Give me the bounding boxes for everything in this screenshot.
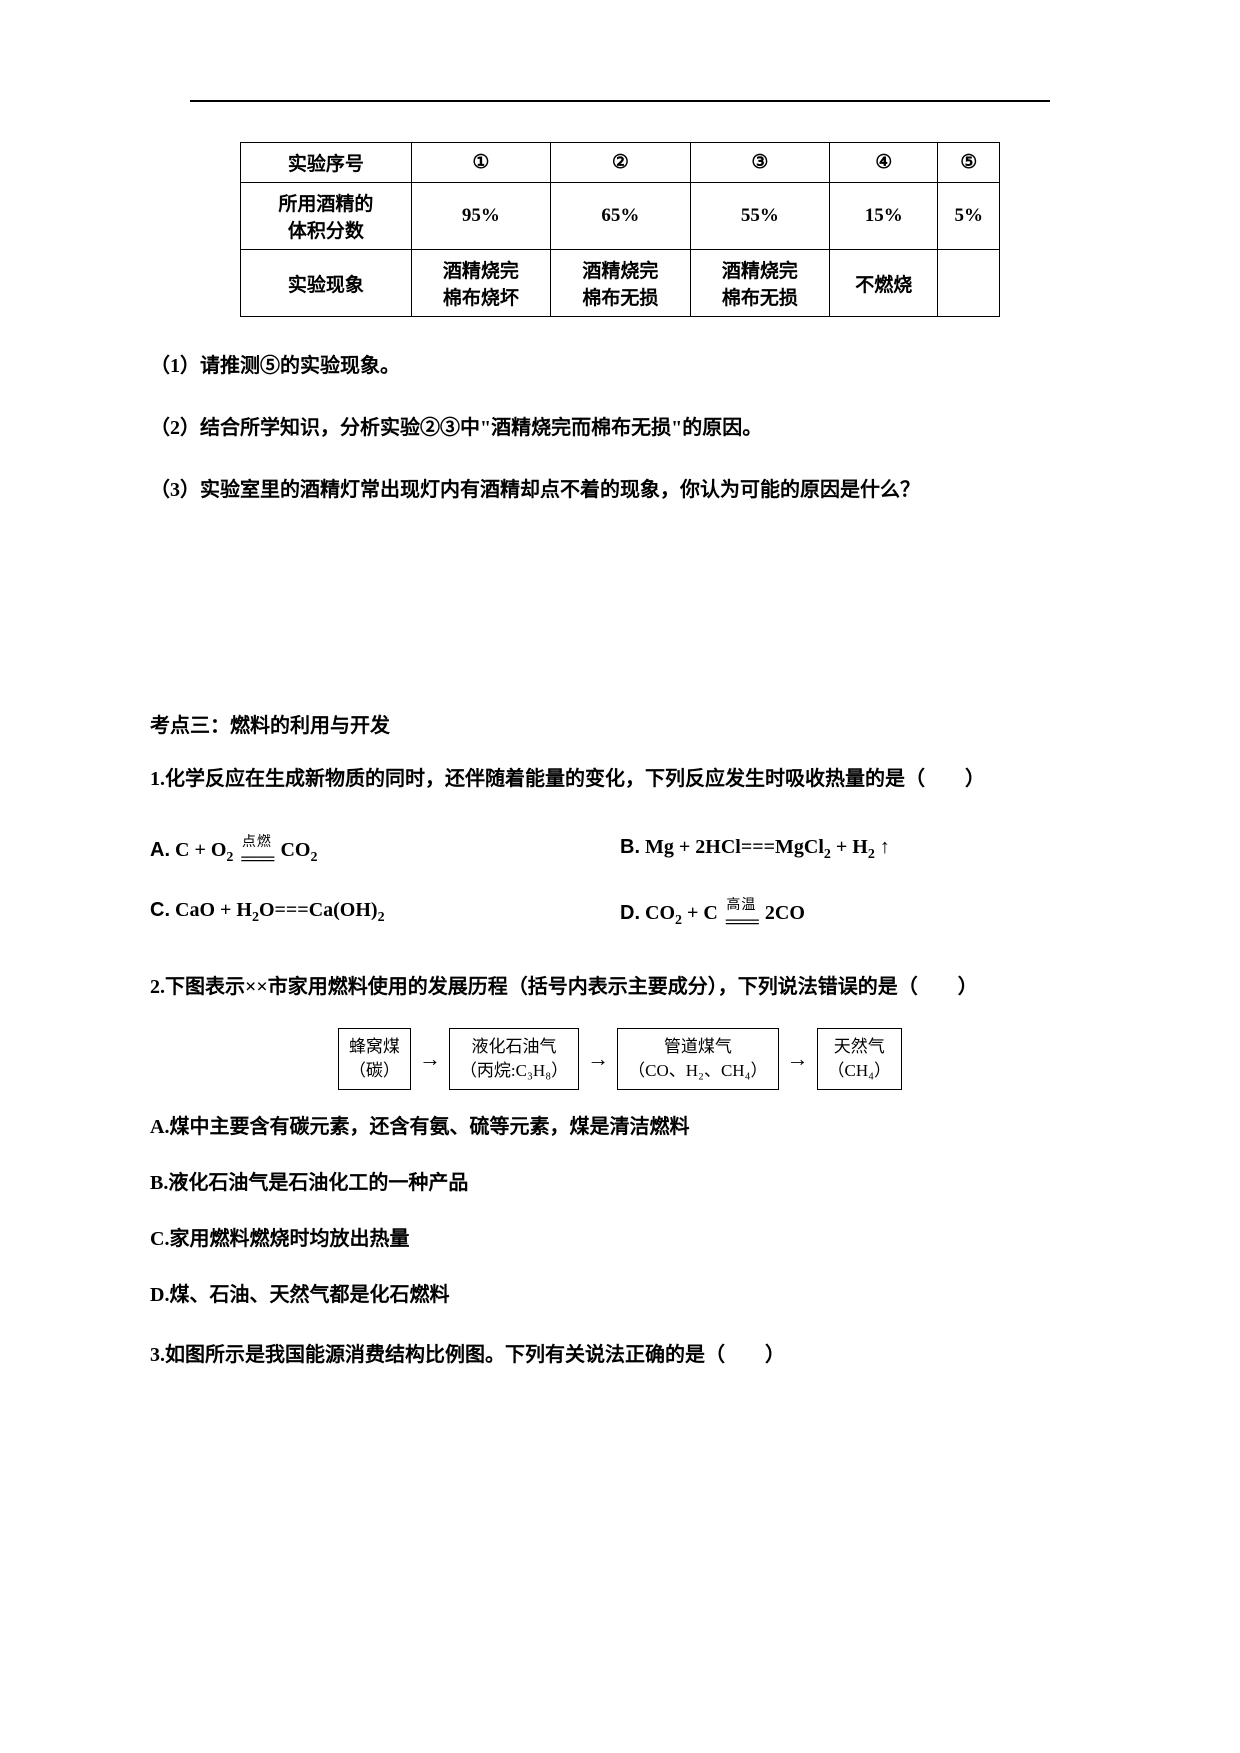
mc1-b-sub2: 2: [868, 847, 875, 862]
row2-c3: 酒精烧完 棉布无损: [690, 250, 829, 317]
mc2-stem-text: 2.下图表示××市家用燃料使用的发展历程（括号内表示主要成分），下列说法错误的是…: [150, 976, 978, 998]
mc1-b-sub: 2: [824, 847, 831, 862]
mc2-option-d: D.煤、石油、天然气都是化石燃料: [150, 1276, 1090, 1314]
q2-text: （2）结合所学知识，分析实验②③中"酒精烧完而棉布无损"的原因。: [150, 417, 762, 439]
flow-box-4: 天然气 （CH₄）: [817, 1028, 903, 1090]
th-1: ①: [411, 143, 550, 183]
flow-box-1: 蜂窝煤 （碳）: [338, 1028, 411, 1090]
table-header-row: 实验序号 ① ② ③ ④ ⑤: [241, 143, 1000, 183]
row1-c5: 5%: [938, 183, 1000, 250]
mc1-d-condition: 高温====: [725, 899, 758, 930]
mc1-d-mid: + C: [682, 902, 718, 924]
flow3-l2: （CO、H₂、CH₄）: [628, 1061, 767, 1080]
mc1-d-rhs: 2CO: [765, 902, 805, 924]
section-3-title-text: 考点三：燃料的利用与开发: [150, 715, 390, 737]
mc1-stem-text: 1.化学反应在生成新物质的同时，还伴随着能量的变化，下列反应发生时吸收热量的是（…: [150, 768, 985, 790]
mc1-d-sub1: 2: [675, 913, 682, 928]
q1-text: （1）请推测⑤的实验现象。: [150, 355, 400, 377]
th-0: 实验序号: [241, 143, 412, 183]
row2-c5: [938, 250, 1000, 317]
fuel-flowchart: 蜂窝煤 （碳） → 液化石油气 （丙烷:C₃H₈） → 管道煤气 （CO、H₂、…: [150, 1028, 1090, 1090]
sub-question-1: （1）请推测⑤的实验现象。: [150, 347, 1090, 385]
mc1-c-label: C.: [150, 899, 170, 921]
mc1-a-rhs: CO: [280, 839, 310, 861]
mc1-option-b: B. Mg + 2HCl===MgCl2 + H2 ↑: [620, 836, 1090, 867]
row2-c4: 不燃烧: [830, 250, 938, 317]
mc1-option-d: D. CO2 + C 高温==== 2CO: [620, 899, 1090, 930]
page-top-rule: [190, 100, 1050, 102]
mc2-b-text: B.液化石油气是石油化工的一种产品: [150, 1172, 468, 1194]
mc-question-1: 1.化学反应在生成新物质的同时，还伴随着能量的变化，下列反应发生时吸收热量的是（…: [150, 760, 1090, 798]
flow2-l1: 液化石油气: [472, 1037, 557, 1056]
row1-c3: 55%: [690, 183, 829, 250]
mc1-a-condition: 点燃====: [240, 836, 273, 867]
mc2-a-text: A.煤中主要含有碳元素，还含有氨、硫等元素，煤是清洁燃料: [150, 1116, 689, 1138]
row1-c2: 65%: [551, 183, 690, 250]
sub-question-3: （3）实验室里的酒精灯常出现灯内有酒精却点不着的现象，你认为可能的原因是什么？: [150, 471, 1090, 509]
table-row: 实验现象 酒精烧完 棉布烧坏 酒精烧完 棉布无损 酒精烧完 棉布无损 不燃烧: [241, 250, 1000, 317]
flow-arrow-icon: →: [587, 1046, 609, 1072]
mc1-c-sub2: 2: [378, 910, 385, 925]
mc1-option-c: C. CaO + H2O===Ca(OH)2: [150, 899, 620, 930]
row2-c1: 酒精烧完 棉布烧坏: [411, 250, 550, 317]
row2-label: 实验现象: [241, 250, 412, 317]
sub-question-2: （2）结合所学知识，分析实验②③中"酒精烧完而棉布无损"的原因。: [150, 409, 1090, 447]
mc2-option-a: A.煤中主要含有碳元素，还含有氨、硫等元素，煤是清洁燃料: [150, 1108, 1090, 1146]
flow4-l2: （CH₄）: [828, 1061, 892, 1080]
flow-box-2: 液化石油气 （丙烷:C₃H₈）: [449, 1028, 579, 1090]
flow-arrow-icon: →: [419, 1046, 441, 1072]
row2-c2: 酒精烧完 棉布无损: [551, 250, 690, 317]
mc3-stem-text: 3.如图所示是我国能源消费结构比例图。下列有关说法正确的是（ ）: [150, 1344, 785, 1366]
mc1-a-sub1: 2: [226, 850, 233, 865]
mc1-d-lhs: CO: [645, 902, 675, 924]
mc1-options: A. C + O2 点燃==== CO2 B. Mg + 2HCl===MgCl…: [150, 820, 1090, 946]
mc1-option-a: A. C + O2 点燃==== CO2: [150, 836, 620, 867]
mc1-a-label: A.: [150, 839, 170, 861]
mc-question-3: 3.如图所示是我国能源消费结构比例图。下列有关说法正确的是（ ）: [150, 1336, 1090, 1374]
mc1-b-r: + H: [831, 836, 868, 858]
mc1-b-lhs: Mg + 2HCl===MgCl: [645, 836, 824, 858]
flow-arrow-icon: →: [787, 1046, 809, 1072]
flow2-l2: （丙烷:C₃H₈）: [460, 1061, 568, 1080]
mc1-c-sub1: 2: [252, 910, 259, 925]
flow3-l1: 管道煤气: [664, 1037, 732, 1056]
mc1-c-lhs: CaO + H: [175, 899, 252, 921]
mc1-d-label: D.: [620, 902, 640, 924]
mc1-a-sub2: 2: [310, 850, 317, 865]
row1-c1: 95%: [411, 183, 550, 250]
row1-c4: 15%: [830, 183, 938, 250]
mc2-c-text: C.家用燃料燃烧时均放出热量: [150, 1228, 409, 1250]
flow4-l1: 天然气: [834, 1037, 885, 1056]
mc1-a-lhs: C + O: [175, 839, 226, 861]
table-row: 所用酒精的 体积分数 95% 65% 55% 15% 5%: [241, 183, 1000, 250]
q3-text: （3）实验室里的酒精灯常出现灯内有酒精却点不着的现象，你认为可能的原因是什么？: [150, 479, 920, 501]
mc1-a-cond-text: 点燃: [242, 836, 272, 850]
experiment-table: 实验序号 ① ② ③ ④ ⑤ 所用酒精的 体积分数 95% 65% 55% 15…: [240, 142, 1000, 317]
mc2-option-c: C.家用燃料燃烧时均放出热量: [150, 1220, 1090, 1258]
flow-box-3: 管道煤气 （CO、H₂、CH₄）: [617, 1028, 778, 1090]
th-2: ②: [551, 143, 690, 183]
mc1-c-mid: O===Ca(OH): [259, 899, 378, 921]
th-4: ④: [830, 143, 938, 183]
flow1-l2: （碳）: [349, 1061, 400, 1080]
mc1-b-arrow: ↑: [875, 836, 890, 858]
th-3: ③: [690, 143, 829, 183]
mc1-d-cond-text: 高温: [726, 899, 756, 913]
mc2-d-text: D.煤、石油、天然气都是化石燃料: [150, 1284, 449, 1306]
flow1-l1: 蜂窝煤: [349, 1037, 400, 1056]
th-5: ⑤: [938, 143, 1000, 183]
mc-question-2: 2.下图表示××市家用燃料使用的发展历程（括号内表示主要成分），下列说法错误的是…: [150, 968, 1090, 1006]
section-3-heading: 考点三：燃料的利用与开发: [150, 709, 1090, 738]
row1-label: 所用酒精的 体积分数: [241, 183, 412, 250]
mc1-b-label: B.: [620, 836, 640, 858]
mc2-option-b: B.液化石油气是石油化工的一种产品: [150, 1164, 1090, 1202]
